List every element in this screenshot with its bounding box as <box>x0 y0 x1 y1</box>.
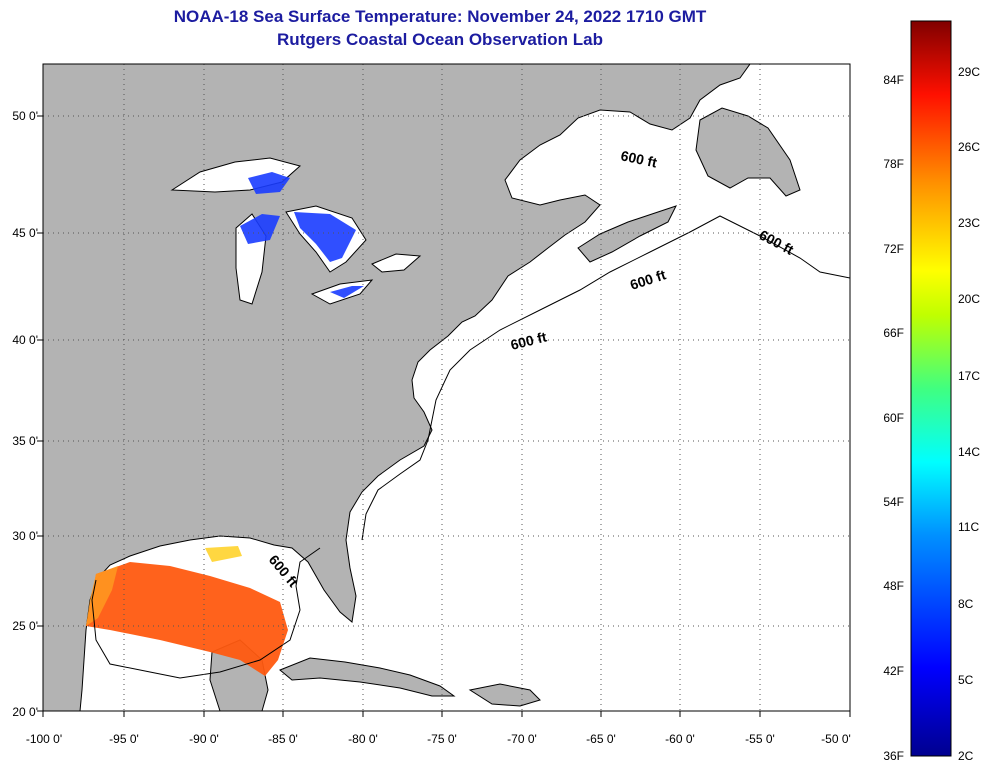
graticule <box>37 64 851 717</box>
lon-tick-label: -100 0' <box>26 732 62 746</box>
lon-tick-label: -65 0' <box>586 732 616 746</box>
colorbar-fahrenheit-labels: 84F 78F 72F 66F 60F 54F 48F 42F 36F <box>883 73 904 763</box>
lat-tick-label: 35 0' <box>12 434 38 448</box>
lon-tick-label: -55 0' <box>745 732 775 746</box>
latitude-tick-labels: 50 0' 45 0' 40 0' 35 0' 30 0' 25 0' 20 0… <box>12 109 38 719</box>
colorbar-label-c: 11C <box>958 520 979 534</box>
gulf-sst-patch <box>86 562 288 676</box>
lon-tick-label: -90 0' <box>189 732 219 746</box>
colorbar-label-c: 23C <box>958 216 980 230</box>
lake-huron-sst <box>294 212 356 262</box>
colorbar-label-f: 78F <box>883 157 904 171</box>
colorbar <box>910 20 952 757</box>
colorbar-label-f: 66F <box>883 326 904 340</box>
colorbar-celsius-labels: 29C 26C 23C 20C 17C 14C 11C 8C 5C 2C <box>958 65 980 763</box>
contour-600ft-gulf <box>91 547 321 679</box>
lake-michigan-sst <box>240 214 280 244</box>
colorbar-label-f: 42F <box>883 664 904 678</box>
gulf-sst-north <box>205 546 242 562</box>
map-subtitle: Rutgers Coastal Ocean Observation Lab <box>277 30 603 49</box>
map-title: NOAA-18 Sea Surface Temperature: Novembe… <box>173 7 707 26</box>
colorbar-label-c: 8C <box>958 597 974 611</box>
colorbar-label-c: 5C <box>958 673 974 687</box>
lake-ontario <box>371 253 422 273</box>
colorbar-label-f: 84F <box>883 73 904 87</box>
lon-tick-label: -75 0' <box>427 732 457 746</box>
colorbar-label-c: 14C <box>958 445 980 459</box>
colorbar-label-c: 2C <box>958 749 974 763</box>
lon-tick-label: -80 0' <box>348 732 378 746</box>
colorbar-label-c: 20C <box>958 292 980 306</box>
lat-tick-label: 25 0' <box>12 619 38 633</box>
north-america-land <box>43 64 751 711</box>
contour-label: 600 ft <box>619 147 658 170</box>
lat-tick-label: 20 0' <box>12 705 38 719</box>
map-frame <box>42 63 851 712</box>
lat-tick-label: 30 0' <box>12 529 38 543</box>
colorbar-label-f: 54F <box>883 495 904 509</box>
longitude-tick-labels: -100 0' -95 0' -90 0' -85 0' -80 0' -75 … <box>26 732 851 746</box>
lake-superior-sst <box>248 172 290 194</box>
cuba-land <box>279 657 456 697</box>
colorbar-label-f: 36F <box>883 749 904 763</box>
nova-scotia-land <box>577 205 677 263</box>
lon-tick-label: -60 0' <box>665 732 695 746</box>
colorbar-label-c: 17C <box>958 369 980 383</box>
lat-tick-label: 50 0' <box>12 109 38 123</box>
colorbar-label-c: 29C <box>958 65 980 79</box>
colorbar-label-f: 72F <box>883 242 904 256</box>
lon-tick-label: -70 0' <box>507 732 537 746</box>
lat-tick-label: 40 0' <box>12 333 38 347</box>
colorbar-label-c: 26C <box>958 140 980 154</box>
colorbar-label-f: 60F <box>883 411 904 425</box>
lon-tick-label: -50 0' <box>821 732 851 746</box>
colorbar-label-f: 48F <box>883 579 904 593</box>
lat-tick-label: 45 0' <box>12 226 38 240</box>
lon-tick-label: -85 0' <box>268 732 298 746</box>
lake-erie-sst <box>330 286 364 298</box>
gulf-sst-coast <box>86 566 118 626</box>
lon-tick-label: -95 0' <box>109 732 139 746</box>
